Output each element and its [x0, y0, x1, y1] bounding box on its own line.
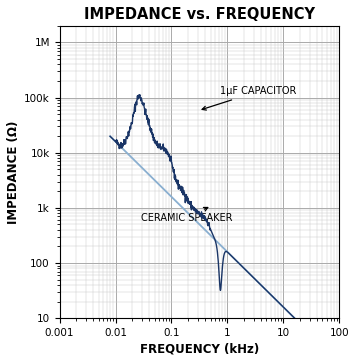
Text: CERAMIC SPEAKER: CERAMIC SPEAKER [141, 207, 232, 223]
Title: IMPEDANCE vs. FREQUENCY: IMPEDANCE vs. FREQUENCY [84, 7, 315, 22]
Text: 1μF CAPACITOR: 1μF CAPACITOR [202, 87, 297, 110]
X-axis label: FREQUENCY (kHz): FREQUENCY (kHz) [140, 342, 259, 355]
Y-axis label: IMPEDANCE (Ω): IMPEDANCE (Ω) [7, 120, 20, 224]
